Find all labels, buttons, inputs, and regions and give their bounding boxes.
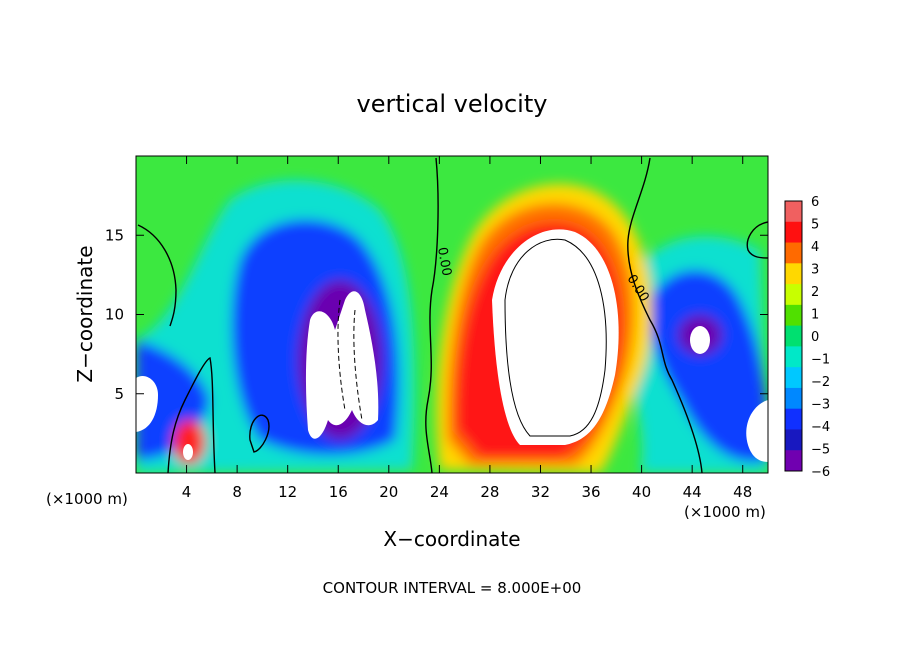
downdraft-contour-dashed	[337, 299, 363, 421]
x-tick-label: 12	[278, 483, 297, 501]
colorbar-swatch	[785, 242, 802, 264]
x-tick-label: 16	[329, 483, 348, 501]
colorbar-label: 5	[811, 218, 819, 233]
x-tick-label: 36	[581, 483, 600, 501]
colorbar-swatch	[785, 408, 802, 430]
x-tick-label: 24	[430, 483, 449, 501]
colorbar-label: −4	[811, 420, 830, 435]
colorbar-label: 3	[811, 263, 819, 278]
y-axis-unit: (×1000 m)	[46, 490, 128, 508]
downdraft-core-bottomright	[746, 400, 768, 462]
x-axis-unit: (×1000 m)	[684, 503, 766, 521]
downdraft-region-right	[649, 270, 768, 462]
x-tick-label: 44	[683, 483, 702, 501]
updraft-core-small-left	[183, 444, 193, 460]
contour-lines	[137, 157, 768, 473]
zero-contour-small	[249, 414, 270, 453]
colorbar-swatch	[785, 367, 802, 389]
colorbar-swatch	[785, 429, 802, 451]
colorbar-swatch	[785, 221, 802, 244]
colorbar-label: −1	[811, 353, 830, 368]
colorbar-swatch	[785, 346, 802, 368]
colorbar: 6 5 4 3 2 1 0 −1 −2 −3 −4 −5 −6	[784, 195, 830, 480]
y-axis: 5 10 15	[105, 226, 768, 403]
contour-interval-text: CONTOUR INTERVAL = 8.000E+00	[323, 579, 582, 597]
zero-contour-lowleft	[167, 357, 216, 473]
colorbar-label: 1	[811, 308, 819, 323]
colorbar-label: −2	[811, 375, 830, 390]
colorbar-frame	[784, 200, 803, 472]
contour-label-left: 0.00	[434, 246, 454, 277]
zero-contour-right-upper	[746, 221, 768, 259]
x-tick-label: 8	[232, 483, 242, 501]
colorbar-label: 2	[811, 285, 819, 300]
x-tick-label: 4	[182, 483, 192, 501]
colorbar-label: 0	[811, 330, 819, 345]
colorbar-swatch	[785, 304, 802, 327]
colorbar-swatch	[785, 263, 802, 285]
colorbar-swatch	[785, 284, 802, 306]
zero-contour-center-left	[425, 157, 439, 473]
x-axis-title: X−coordinate	[383, 527, 520, 551]
x-axis: 4 8 12 16 20 24 28 32 36 40 44 48	[182, 156, 752, 501]
zero-contour-left	[137, 224, 177, 327]
updraft-contour	[504, 238, 607, 437]
colorbar-label: −6	[811, 465, 830, 480]
chart-title: vertical velocity	[357, 90, 548, 118]
x-tick-label: 28	[480, 483, 499, 501]
x-tick-label: 48	[733, 483, 752, 501]
updraft-core	[492, 229, 619, 445]
downdraft-core-right	[690, 326, 710, 354]
x-tick-label: 32	[531, 483, 550, 501]
plot-area: 0.00 0.00	[136, 156, 768, 473]
colorbar-label: −5	[811, 443, 830, 458]
colorbar-swatch	[785, 325, 802, 347]
colorbar-label: 4	[811, 240, 819, 255]
x-tick-label: 40	[632, 483, 651, 501]
colorbar-swatch	[785, 387, 802, 410]
y-tick-label: 5	[114, 385, 124, 403]
zero-contour-center-right	[627, 157, 703, 473]
updraft-small-left	[173, 420, 205, 464]
colorbar-swatch	[785, 450, 802, 472]
y-tick-label: 10	[105, 306, 124, 324]
colorbar-label: −3	[811, 398, 830, 413]
downdraft-core-left	[305, 291, 379, 439]
downdraft-core-bottomleft	[136, 375, 158, 432]
x-tick-label: 20	[379, 483, 398, 501]
y-tick-label: 15	[105, 226, 124, 244]
y-axis-title: Z−coordinate	[73, 245, 97, 382]
colorbar-swatch	[785, 201, 802, 223]
colorbar-label: 6	[811, 195, 819, 210]
